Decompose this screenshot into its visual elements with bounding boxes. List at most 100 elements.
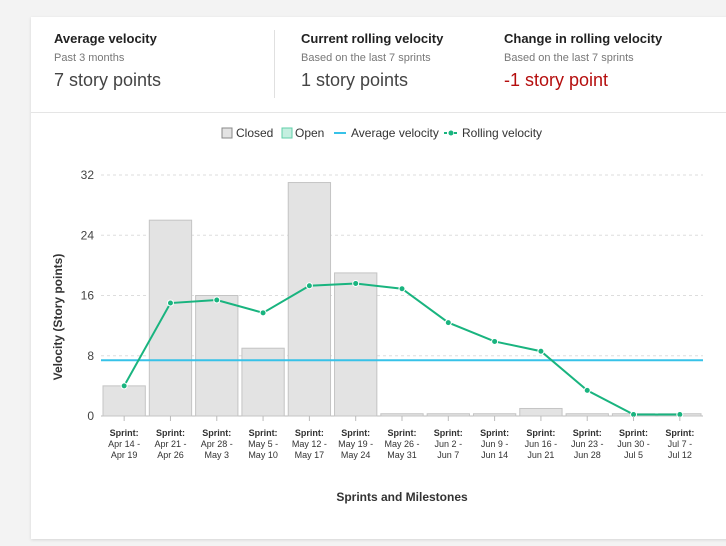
- x-tick-label-line: May 5 -: [248, 439, 278, 449]
- stat-current-rolling-velocity: Current rolling velocity Based on the la…: [301, 31, 443, 91]
- stats-panel: Average velocity Past 3 months 7 story p…: [31, 17, 726, 113]
- x-tick-label: Sprint: Jun 2 -Jun 7: [434, 428, 463, 460]
- x-tick-label-line: May 10: [248, 450, 278, 460]
- x-tick-label-line: Sprint:: [573, 428, 602, 438]
- x-tick-label: Sprint: Jun 23 -Jun 28: [571, 428, 604, 460]
- x-tick-label-line: May 3: [205, 450, 230, 460]
- rolling-velocity-point[interactable]: [491, 337, 499, 345]
- rolling-velocity-point[interactable]: [537, 347, 545, 355]
- x-tick-label-line: Jul 5: [624, 450, 643, 460]
- x-tick-label-line: Jun 23 -: [571, 439, 604, 449]
- bar-closed[interactable]: [287, 182, 332, 417]
- y-axis-ticks: 0 8 16 24 32: [81, 168, 95, 423]
- rolling-velocity-point[interactable]: [213, 296, 221, 304]
- x-tick-label-line: Jun 21: [527, 450, 554, 460]
- legend-closed-swatch: [221, 127, 233, 139]
- x-tick-label-line: Apr 26: [157, 450, 184, 460]
- legend-open-label: Open: [295, 126, 324, 140]
- bar-closed[interactable]: [426, 413, 470, 417]
- x-tick-label-line: Jul 7 -: [668, 439, 693, 449]
- legend-closed-label: Closed: [236, 126, 273, 140]
- legend-item-average-velocity[interactable]: Average velocity: [334, 126, 439, 140]
- y-axis-title: Velocity (Story points): [51, 254, 65, 381]
- x-tick-label-line: Sprint:: [665, 428, 694, 438]
- x-tick-label-line: May 19 -: [338, 439, 373, 449]
- x-tick-label-line: Jun 2 -: [435, 439, 463, 449]
- y-tick-label: 8: [87, 349, 94, 363]
- stat-title: Average velocity: [54, 31, 157, 46]
- x-tick-label-line: Sprint:: [110, 428, 139, 438]
- x-tick-label-line: Sprint:: [434, 428, 463, 438]
- rolling-velocity-point[interactable]: [583, 386, 591, 394]
- bar-closed[interactable]: [519, 407, 563, 417]
- legend-item-rolling-velocity[interactable]: Rolling velocity: [444, 126, 542, 140]
- x-tick-label: Sprint: Apr 21 -Apr 26: [154, 428, 186, 460]
- stat-subtitle: Past 3 months: [54, 52, 125, 64]
- bar-closed[interactable]: [241, 347, 285, 417]
- x-tick-label: Sprint: May 26 -May 31: [384, 428, 419, 460]
- legend-item-open[interactable]: Open: [281, 126, 324, 140]
- stat-divider: [274, 30, 275, 98]
- y-tick-label: 32: [81, 168, 95, 182]
- rolling-velocity-point[interactable]: [398, 285, 406, 293]
- x-axis-title: Sprints and Milestones: [336, 490, 468, 504]
- rolling-velocity-point[interactable]: [166, 299, 174, 307]
- rolling-velocity-point[interactable]: [305, 282, 313, 290]
- stat-title: Change in rolling velocity: [504, 31, 663, 46]
- x-tick-label-line: Apr 21 -: [154, 439, 186, 449]
- bar-closed[interactable]: [334, 272, 378, 417]
- x-tick-label: Sprint: Jun 16 -Jun 21: [525, 428, 558, 460]
- y-tick-label: 0: [87, 409, 94, 423]
- x-tick-label-line: May 12 -: [292, 439, 327, 449]
- bar-closed[interactable]: [195, 295, 239, 417]
- bar-closed[interactable]: [102, 385, 146, 417]
- x-tick-label-line: Jun 7: [437, 450, 459, 460]
- stat-title: Current rolling velocity: [301, 31, 444, 46]
- rolling-velocity-point[interactable]: [352, 279, 360, 287]
- legend-item-closed[interactable]: Closed: [221, 126, 273, 140]
- x-tick-label-line: Sprint:: [202, 428, 231, 438]
- bar-closed[interactable]: [380, 413, 424, 417]
- x-tick-label: Sprint: May 19 -May 24: [338, 428, 373, 460]
- bar-closed[interactable]: [148, 219, 193, 417]
- velocity-card: Average velocity Past 3 months 7 story p…: [31, 17, 726, 539]
- x-tick-label-line: Jun 28: [574, 450, 601, 460]
- stat-subtitle: Based on the last 7 sprints: [301, 52, 431, 64]
- stat-value: 7 story points: [54, 70, 162, 90]
- x-tick-label-line: Jun 30 -: [617, 439, 650, 449]
- rolling-velocity-point[interactable]: [444, 319, 452, 327]
- x-tick-label: Sprint: Apr 28 -May 3: [201, 428, 233, 460]
- bar-closed[interactable]: [472, 413, 517, 417]
- bar-closed[interactable]: [565, 413, 609, 417]
- x-tick-label-line: Jul 12: [668, 450, 692, 460]
- stat-change-rolling-velocity: Change in rolling velocity Based on the …: [504, 31, 662, 91]
- x-tick-label-line: Sprint:: [295, 428, 324, 438]
- x-tick-label-line: Sprint:: [526, 428, 555, 438]
- x-tick-label-line: Jun 14: [481, 450, 508, 460]
- x-tick-label: Sprint: Jul 7 -Jul 12: [665, 428, 694, 460]
- velocity-chart: Closed Open Average velocity Rolling vel…: [51, 126, 703, 504]
- x-tick-label-line: May 31: [387, 450, 417, 460]
- x-tick-label-line: Apr 14 -: [108, 439, 140, 449]
- x-tick-label: Sprint: Jun 30 -Jul 5: [617, 428, 650, 460]
- rolling-velocity-point[interactable]: [120, 382, 128, 390]
- x-tick-label-line: Sprint:: [249, 428, 278, 438]
- x-tick-label-line: Jun 16 -: [525, 439, 558, 449]
- stat-average-velocity: Average velocity Past 3 months 7 story p…: [54, 31, 161, 91]
- x-tick-label-line: Apr 19: [111, 450, 138, 460]
- x-tick-label-line: May 26 -: [384, 439, 419, 449]
- x-tick-label: Sprint: Jun 9 -Jun 14: [480, 428, 509, 460]
- x-tick-label-line: Sprint:: [341, 428, 370, 438]
- x-tick-label-line: May 17: [295, 450, 325, 460]
- x-tick-label-line: Jun 9 -: [481, 439, 509, 449]
- x-tick-label-line: Sprint:: [619, 428, 648, 438]
- stat-subtitle: Based on the last 7 sprints: [504, 52, 634, 64]
- legend-average-label: Average velocity: [351, 126, 439, 140]
- legend-open-swatch: [281, 127, 293, 139]
- x-tick-label-line: May 24: [341, 450, 371, 460]
- x-tick-label: Sprint: May 5 -May 10: [248, 428, 278, 460]
- x-tick-label: Sprint: May 12 -May 17: [292, 428, 327, 460]
- rolling-velocity-point[interactable]: [259, 309, 267, 317]
- bar-series-closed: [102, 182, 702, 417]
